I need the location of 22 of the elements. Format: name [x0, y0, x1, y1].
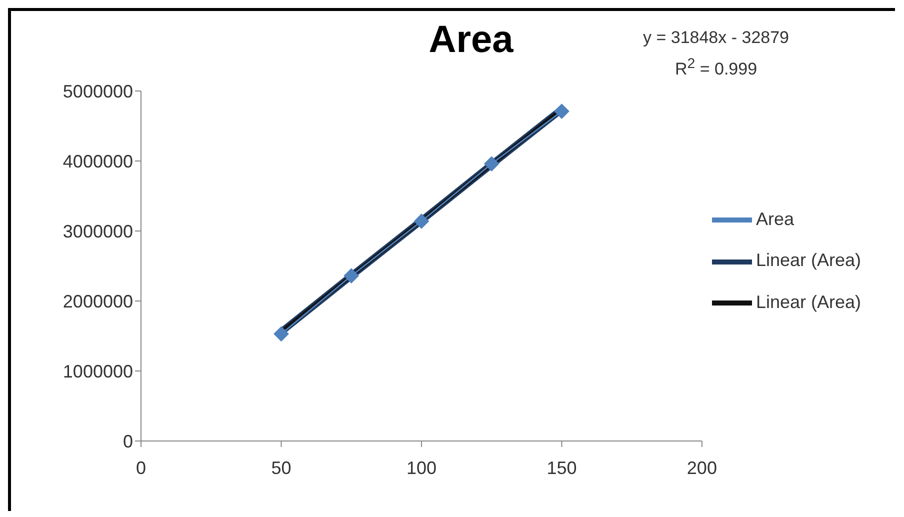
y-tick-label: 0 — [122, 431, 133, 452]
point — [484, 156, 500, 172]
point — [274, 326, 289, 342]
x-tick-label: 0 — [136, 458, 146, 478]
point — [344, 268, 359, 284]
legend-label: Linear (Area) — [756, 250, 861, 270]
legend-label: Area — [756, 209, 794, 230]
x-tick-label: 50 — [271, 458, 292, 478]
text: y = 31848x - 32879 — [642, 27, 790, 49]
y-tick-label: 1000000 — [62, 361, 133, 382]
text: R$^{2}$ = 0.999 — [674, 55, 758, 81]
x-tick-label: 150 — [546, 458, 577, 478]
legend-label: Linear (Area) — [756, 292, 861, 312]
point — [554, 104, 570, 119]
y-tick-label: 3000000 — [62, 221, 133, 242]
chart-title: Area — [428, 19, 514, 62]
x-tick-label: 100 — [406, 458, 436, 478]
y-tick-label: 5000000 — [62, 81, 133, 102]
y-tick-label: 2000000 — [62, 291, 133, 312]
x-tick-label: 200 — [686, 458, 717, 478]
point — [414, 214, 429, 229]
y-tick-label: 4000000 — [62, 151, 133, 172]
